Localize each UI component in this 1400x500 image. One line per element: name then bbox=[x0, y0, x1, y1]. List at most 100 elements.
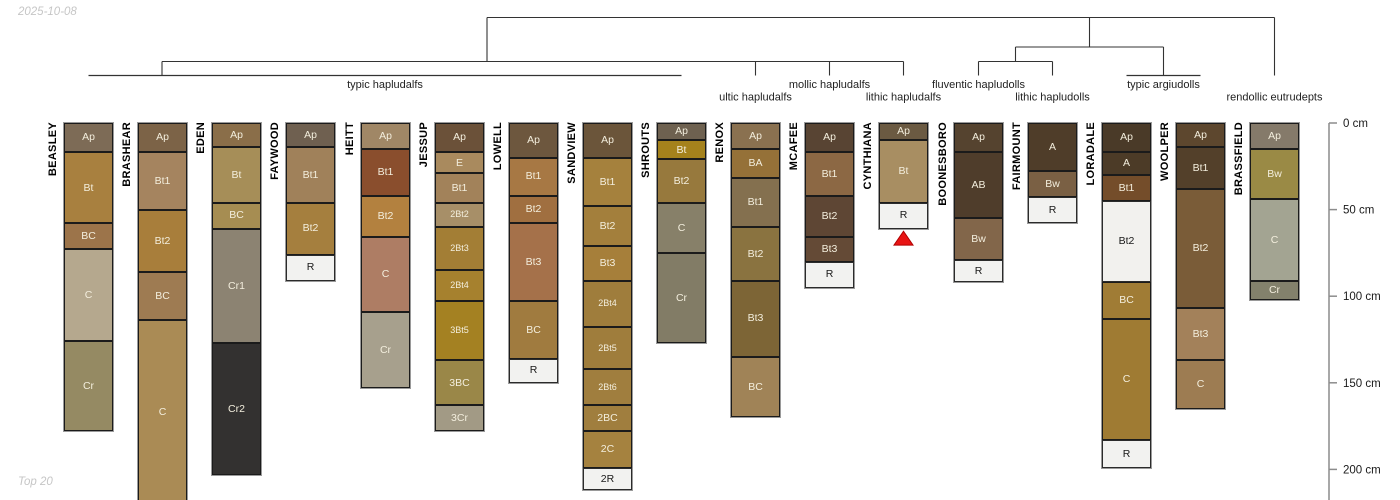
depth-axis-tick-label: 50 cm bbox=[1343, 205, 1374, 217]
horizon-band-shrouts-bt2: Bt2 bbox=[657, 159, 706, 203]
series-name-shrouts: SHROUTS bbox=[640, 122, 652, 178]
horizon-band-jessup-3bt5: 3Bt5 bbox=[435, 301, 484, 361]
horizon-band-jessup-2bt2: 2Bt2 bbox=[435, 202, 484, 227]
depth-axis-tick-label: 100 cm bbox=[1343, 291, 1381, 303]
horizon-band-fairmount-a: A bbox=[1028, 123, 1077, 172]
soil-column-shrouts: Ap Bt Bt2 C Cr bbox=[656, 122, 707, 344]
horizon-band-beasley-c: C bbox=[64, 249, 113, 342]
horizon-band-boonesboro-r: R bbox=[954, 259, 1003, 283]
horizon-band-beasley-bt: Bt bbox=[64, 152, 113, 224]
horizon-band-lowell-bt1: Bt1 bbox=[509, 157, 558, 196]
horizon-band-renox-bc: BC bbox=[731, 356, 780, 418]
series-name-fairmount: FAIRMOUNT bbox=[1011, 122, 1023, 191]
soil-column-renox: Ap BA Bt1 Bt2 Bt3 BC bbox=[730, 121, 781, 419]
series-name-cynthiana: CYNTHIANA bbox=[862, 122, 874, 190]
soil-column-fairmount: A Bw R bbox=[1027, 121, 1078, 225]
horizon-band-fairmount-bw: Bw bbox=[1028, 171, 1077, 198]
soil-column-mcafee: Ap Bt1 Bt2 Bt3 R bbox=[804, 122, 855, 289]
horizon-band-loradale-bc: BC bbox=[1102, 282, 1151, 319]
horizon-band-eden-bc: BC bbox=[212, 202, 261, 229]
horizon-band-lowell-r: R bbox=[509, 358, 558, 383]
series-name-jessup: JESSUP bbox=[418, 122, 430, 168]
soil-column-heitt: Ap Bt1 Bt2 C Cr bbox=[360, 122, 411, 389]
horizon-band-renox-bt2: Bt2 bbox=[731, 226, 780, 281]
horizon-band-woolper-bt2: Bt2 bbox=[1176, 188, 1225, 309]
horizon-band-brassfield-bw: Bw bbox=[1250, 148, 1299, 200]
horizon-band-shrouts-cr: Cr bbox=[657, 252, 706, 343]
horizon-band-heitt-ap: Ap bbox=[361, 123, 410, 149]
horizon-band-brashear-bt2: Bt2 bbox=[138, 209, 187, 272]
horizon-band-faywood-r: R bbox=[286, 254, 335, 281]
horizon-band-mcafee-r: R bbox=[805, 261, 854, 288]
date-label: 2025-10-08 bbox=[18, 6, 77, 18]
horizon-band-brashear-bt1: Bt1 bbox=[138, 152, 187, 210]
horizon-band-brassfield-cr: Cr bbox=[1250, 280, 1299, 300]
horizon-band-mcafee-ap: Ap bbox=[805, 123, 854, 153]
horizon-band-cynthiana-ap: Ap bbox=[879, 123, 928, 141]
taxonomy-group-label: mollic hapludalfs bbox=[789, 79, 871, 91]
soil-column-jessup: Ap E Bt1 2Bt2 2Bt3 2Bt4 3Bt5 3BC 3Cr bbox=[434, 121, 485, 433]
horizon-band-sandview-2bt5: 2Bt5 bbox=[583, 327, 632, 369]
horizon-band-jessup-3bc: 3BC bbox=[435, 360, 484, 406]
horizon-band-sandview-ap: Ap bbox=[583, 123, 632, 158]
series-name-heitt: HEITT bbox=[344, 122, 356, 156]
horizon-band-boonesboro-ap: Ap bbox=[954, 123, 1003, 153]
horizon-band-faywood-bt1: Bt1 bbox=[286, 147, 335, 203]
horizon-band-brashear-ap: Ap bbox=[138, 123, 187, 153]
horizon-band-loradale-c: C bbox=[1102, 318, 1151, 440]
soil-column-woolper: Ap Bt1 Bt2 Bt3 C bbox=[1175, 122, 1226, 410]
horizon-band-mcafee-bt3: Bt3 bbox=[805, 237, 854, 262]
horizon-band-jessup-bt1: Bt1 bbox=[435, 173, 484, 203]
soil-column-brashear: Ap Bt1 Bt2 BC C bbox=[137, 121, 188, 500]
horizon-band-renox-ba: BA bbox=[731, 148, 780, 179]
horizon-band-boonesboro-bw: Bw bbox=[954, 218, 1003, 260]
series-name-renox: RENOX bbox=[714, 122, 726, 163]
taxonomy-group-label: lithic hapludolls bbox=[1015, 92, 1090, 104]
horizon-band-loradale-r: R bbox=[1102, 439, 1151, 468]
horizon-band-eden-ap: Ap bbox=[212, 123, 261, 148]
soil-column-brassfield: Ap Bw C Cr bbox=[1249, 122, 1300, 301]
horizon-band-jessup-2bt4: 2Bt4 bbox=[435, 270, 484, 302]
taxonomy-group-label: rendollic eutrudepts bbox=[1226, 92, 1323, 104]
horizon-band-renox-bt1: Bt1 bbox=[731, 178, 780, 227]
horizon-band-sandview-2c: 2C bbox=[583, 431, 632, 468]
horizon-band-fairmount-r: R bbox=[1028, 197, 1077, 224]
soil-column-faywood: Ap Bt1 Bt2 R bbox=[285, 122, 336, 282]
soil-column-cynthiana: Ap Bt R bbox=[878, 122, 929, 230]
depth-axis-tick-label: 200 cm bbox=[1343, 464, 1381, 476]
horizon-band-lowell-bt3: Bt3 bbox=[509, 223, 558, 302]
horizon-band-eden-cr1: Cr1 bbox=[212, 228, 261, 343]
horizon-band-jessup-3cr: 3Cr bbox=[435, 405, 484, 432]
soil-column-eden: Ap Bt BC Cr1 Cr2 bbox=[211, 122, 262, 476]
series-name-mcafee: MCAFEE bbox=[788, 122, 800, 171]
horizon-band-faywood-ap: Ap bbox=[286, 123, 335, 148]
horizon-band-lowell-ap: Ap bbox=[509, 123, 558, 158]
series-name-brassfield: BRASSFIELD bbox=[1233, 122, 1245, 196]
horizon-band-cynthiana-bt: Bt bbox=[879, 140, 928, 203]
soil-column-sandview: Ap Bt1 Bt2 Bt3 2Bt4 2Bt5 2Bt6 2BC 2C 2R bbox=[582, 121, 633, 492]
red-triangle-marker bbox=[893, 230, 914, 246]
horizon-band-woolper-ap: Ap bbox=[1176, 123, 1225, 148]
horizon-band-renox-bt3: Bt3 bbox=[731, 280, 780, 357]
horizon-band-sandview-2bt6: 2Bt6 bbox=[583, 368, 632, 406]
horizon-band-brassfield-c: C bbox=[1250, 199, 1299, 281]
horizon-band-loradale-ap: Ap bbox=[1102, 123, 1151, 153]
horizon-band-beasley-ap: Ap bbox=[64, 123, 113, 153]
horizon-band-loradale-a: A bbox=[1102, 152, 1151, 175]
horizon-band-heitt-bt2: Bt2 bbox=[361, 195, 410, 238]
horizon-band-mcafee-bt1: Bt1 bbox=[805, 152, 854, 196]
soil-column-lowell: Ap Bt1 Bt2 Bt3 BC R bbox=[508, 122, 559, 384]
horizon-band-shrouts-ap: Ap bbox=[657, 123, 706, 141]
horizon-band-sandview-2bt4: 2Bt4 bbox=[583, 280, 632, 328]
horizon-band-sandview-2bc: 2BC bbox=[583, 405, 632, 432]
horizon-band-sandview-bt2: Bt2 bbox=[583, 206, 632, 246]
series-name-brashear: BRASHEAR bbox=[121, 122, 133, 187]
horizon-band-sandview-bt3: Bt3 bbox=[583, 245, 632, 281]
series-name-lowell: LOWELL bbox=[492, 122, 504, 171]
horizon-band-brassfield-ap: Ap bbox=[1250, 123, 1299, 149]
horizon-band-brashear-bc: BC bbox=[138, 271, 187, 321]
horizon-band-loradale-bt2: Bt2 bbox=[1102, 200, 1151, 283]
horizon-band-mcafee-bt2: Bt2 bbox=[805, 195, 854, 238]
horizon-band-loradale-bt1: Bt1 bbox=[1102, 174, 1151, 201]
